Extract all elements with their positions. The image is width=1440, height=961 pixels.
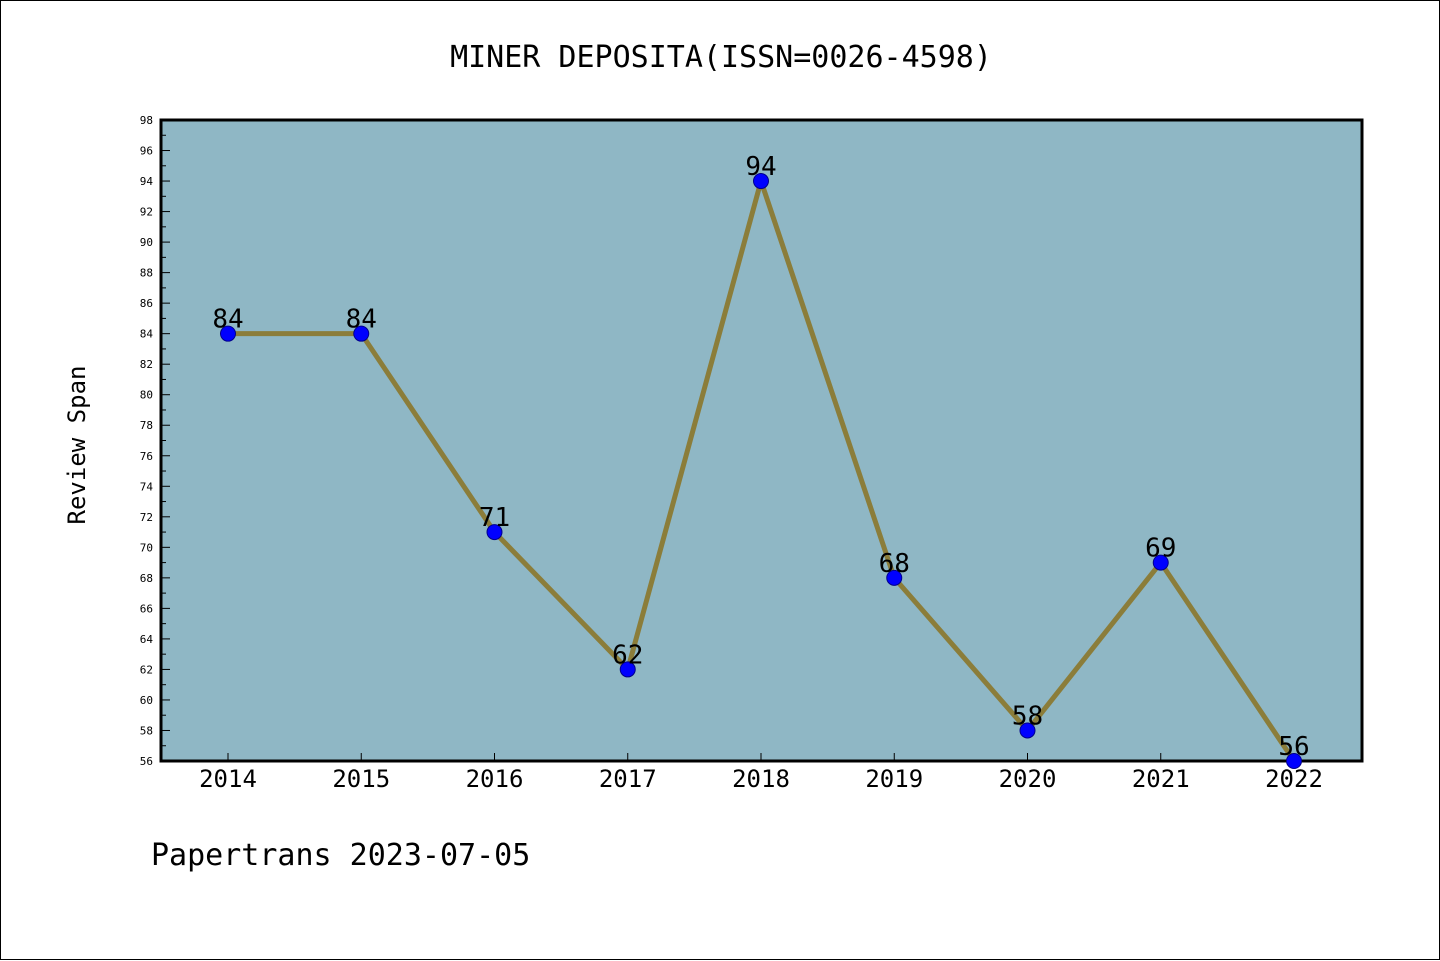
y-tick-label: 56 [140,755,153,768]
y-tick-label: 64 [140,633,154,646]
y-tick-label: 60 [140,694,153,707]
y-tick-label: 74 [140,480,154,493]
y-tick-label: 72 [140,511,153,524]
y-tick-label: 66 [140,602,153,615]
x-tick-label: 2015 [332,765,390,793]
data-label: 71 [479,503,510,533]
y-tick-label: 68 [140,572,153,585]
data-label: 62 [612,640,643,670]
x-tick-label: 2021 [1132,765,1190,793]
series-layer: 84 84 71 62 94 68 58 69 56 [212,152,1310,769]
x-tick-label: 2020 [999,765,1057,793]
x-tick-label: 2022 [1265,765,1323,793]
data-label: 94 [745,152,776,182]
data-point-marker [1286,753,1302,769]
y-tick-label: 84 [140,328,154,341]
y-tick-label: 76 [140,450,153,463]
chart-title: MINER DEPOSITA(ISSN=0026-4598) [450,40,992,75]
y-tick-label: 78 [140,419,153,432]
x-tick-label: 2017 [599,765,657,793]
data-point-marker [1019,722,1036,739]
footer-text: Papertrans 2023-07-05 [151,838,530,873]
y-tick-label: 82 [140,358,153,371]
data-label: 68 [879,549,910,579]
y-tick-label: 90 [140,236,153,249]
y-tick-label: 62 [140,663,153,676]
data-point-marker [886,569,903,586]
y-tick-label: 88 [140,267,153,280]
data-point-marker [486,524,503,541]
y-tick-label: 70 [140,541,153,554]
data-label: 84 [346,305,377,335]
data-label: 56 [1278,732,1309,762]
y-tick-label: 98 [140,114,153,127]
data-label: 58 [1012,701,1043,731]
y-axis-ticks: 56 58 60 62 64 66 68 70 72 74 76 78 80 82 84 86 88 90 92 94… [140,114,170,768]
y-axis-label: Review Span [63,366,91,525]
y-tick-label: 80 [140,389,153,402]
y-tick-label: 94 [140,175,154,188]
data-point-marker [619,661,636,678]
data-point-marker [1152,554,1169,571]
x-tick-label: 2018 [732,765,790,793]
y-tick-label: 86 [140,297,153,310]
plot-area [159,118,1364,763]
y-tick-label: 58 [140,724,153,737]
y-tick-label: 96 [140,145,153,158]
data-label: 84 [212,305,243,335]
x-axis-ticks: 2014 2015 2016 2017 2018 2019 2020 2021 2022 [199,753,1323,793]
data-label: 69 [1145,534,1176,564]
x-tick-label: 2014 [199,765,257,793]
x-tick-label: 2016 [466,765,524,793]
data-point-marker [753,173,769,190]
data-point-marker [353,325,370,342]
y-tick-label: 92 [140,206,153,219]
data-point-marker [220,325,236,342]
x-tick-label: 2019 [865,765,923,793]
